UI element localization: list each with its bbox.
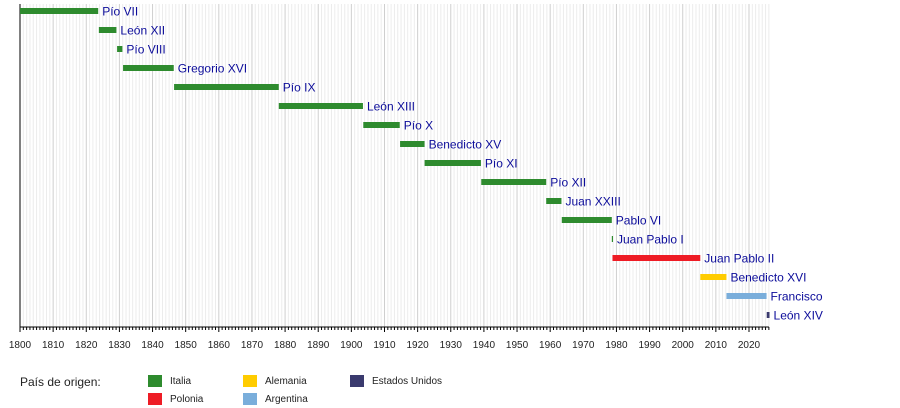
reign-bar: [561, 217, 612, 223]
x-tick-label: 1890: [307, 340, 330, 351]
reign-bar: [117, 46, 123, 52]
reign-bar: [20, 8, 99, 14]
x-tick-label: 1910: [373, 340, 396, 351]
pope-label: León XIII: [367, 100, 415, 114]
pope-label: Pío IX: [283, 81, 316, 95]
reign-bar: [546, 198, 562, 204]
pope-label: Pío VIII: [126, 43, 165, 57]
x-tick-label: 1880: [274, 340, 297, 351]
x-tick-label: 1990: [638, 340, 661, 351]
x-tick-label: 1930: [440, 340, 463, 351]
x-tick-label: 1920: [407, 340, 430, 351]
pope-label: Gregorio XVI: [178, 62, 247, 76]
legend-swatch: [243, 393, 257, 405]
pope-label: León XIV: [774, 309, 823, 323]
x-tick-label: 1830: [108, 340, 131, 351]
reign-bar: [400, 141, 425, 147]
x-tick-label: 2000: [672, 340, 695, 351]
legend-swatch: [243, 375, 257, 387]
pope-label: Pío VII: [102, 5, 138, 19]
pope-label: León XII: [120, 24, 165, 38]
reign-bar: [278, 103, 363, 109]
x-tick-label: 1940: [473, 340, 496, 351]
x-tick-label: 1980: [605, 340, 628, 351]
x-tick-label: 1860: [208, 340, 231, 351]
reign-bar: [766, 312, 770, 318]
x-tick-label: 1950: [506, 340, 529, 351]
legend-swatch: [350, 375, 364, 387]
reign-bar: [98, 27, 117, 33]
reign-bars: Pío VII León XII Pío VIII Gregorio XVI Pío I…: [20, 5, 823, 323]
grid-lines: [22, 4, 770, 327]
reign-bar: [611, 236, 614, 242]
x-tick-label: 1840: [141, 340, 164, 351]
legend-swatch: [148, 375, 162, 387]
legend-label: Estados Unidos: [372, 376, 443, 387]
x-tick-label: 1800: [9, 340, 32, 351]
reign-bar: [363, 122, 400, 128]
pope-label: Pío X: [404, 119, 433, 133]
x-tick-label: 2010: [705, 340, 728, 351]
reign-bar: [481, 179, 547, 185]
pope-label: Juan Pablo I: [617, 233, 684, 247]
pope-label: Juan Pablo II: [704, 252, 774, 266]
reign-bar: [726, 293, 767, 299]
x-axis-ticks: 1800 1810 1820 1830 1840 1850 1860 1870 1880 1890…: [9, 327, 770, 351]
pope-label: Benedicto XVI: [730, 271, 806, 285]
x-tick-label: 1820: [75, 340, 98, 351]
pope-label: Juan XXIII: [565, 195, 620, 209]
reign-bar: [424, 160, 481, 166]
reign-bar: [174, 84, 279, 90]
legend-swatch: [148, 393, 162, 405]
x-tick-label: 1810: [42, 340, 65, 351]
pope-label: Pío XII: [550, 176, 586, 190]
legend-label: Argentina: [265, 394, 308, 405]
legend-label: Italia: [170, 376, 192, 387]
pope-label: Benedicto XV: [429, 138, 502, 152]
x-tick-label: 2020: [738, 340, 761, 351]
reign-bar: [612, 255, 701, 261]
x-tick-label: 1900: [340, 340, 363, 351]
pope-label: Pío XI: [485, 157, 518, 171]
x-tick-label: 1960: [539, 340, 562, 351]
reign-bar: [700, 274, 727, 280]
x-tick-label: 1970: [572, 340, 595, 351]
pope-label: Pablo VI: [616, 214, 661, 228]
x-tick-label: 1870: [241, 340, 264, 351]
reign-bar: [123, 65, 174, 71]
x-tick-label: 1850: [175, 340, 198, 351]
pope-label: Francisco: [771, 290, 823, 304]
legend-label: Alemania: [265, 376, 307, 387]
legend-title: País de origen:: [20, 375, 101, 389]
legend-label: Polonia: [170, 394, 204, 405]
